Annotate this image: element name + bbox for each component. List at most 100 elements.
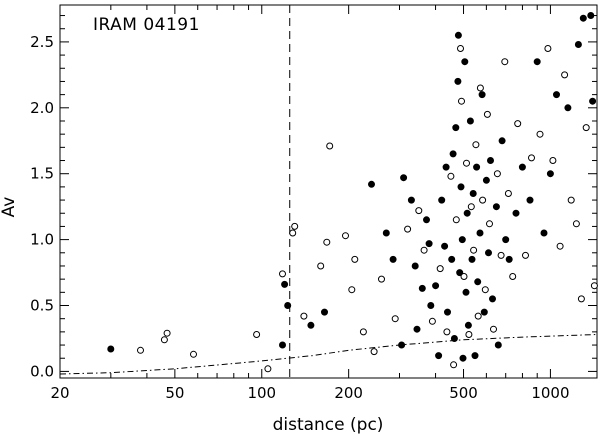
filled-data-point	[398, 341, 406, 349]
open-data-point	[463, 159, 470, 167]
open-data-point	[497, 251, 505, 259]
filled-data-point	[589, 97, 597, 105]
open-data-point	[582, 124, 590, 132]
filled-data-point	[454, 77, 462, 85]
open-data-point	[490, 325, 497, 333]
filled-data-point	[279, 341, 286, 349]
filled-data-point	[473, 163, 481, 171]
x-tick-label: 50	[165, 384, 184, 402]
filled-data-point	[476, 229, 484, 237]
filled-data-point	[485, 249, 492, 257]
filled-data-point	[382, 229, 390, 237]
filled-data-point	[432, 282, 440, 290]
open-data-point	[415, 207, 423, 215]
filled-data-point	[418, 284, 426, 292]
y-tick-label: 1.0	[30, 231, 54, 249]
open-data-point	[264, 365, 272, 373]
filled-data-point	[574, 41, 582, 48]
filled-data-point	[518, 163, 526, 171]
open-data-point	[470, 246, 478, 254]
open-data-point	[137, 346, 144, 354]
open-data-point	[359, 328, 367, 336]
filled-data-point	[471, 352, 479, 360]
open-data-point	[572, 220, 580, 228]
filled-data-point	[107, 345, 115, 353]
open-data-point	[450, 361, 458, 369]
open-data-point	[163, 329, 171, 337]
plot-frame	[59, 4, 598, 379]
y-tick-label: 2.0	[30, 99, 54, 117]
open-data-point	[351, 255, 359, 263]
open-data-point	[452, 216, 460, 224]
open-data-point	[420, 246, 428, 254]
dash-dot-curve	[59, 334, 598, 375]
open-data-point	[300, 312, 308, 320]
open-data-point	[493, 170, 501, 178]
open-data-point	[561, 71, 569, 79]
filled-data-point	[533, 58, 541, 66]
open-data-point	[549, 157, 557, 164]
filled-data-point	[448, 255, 456, 263]
filled-data-point	[459, 354, 467, 362]
open-data-point	[323, 238, 331, 246]
filled-data-point	[564, 104, 572, 112]
y-axis-label: Av	[0, 197, 19, 218]
filled-data-point	[494, 341, 502, 349]
filled-data-point	[482, 176, 490, 184]
x-tick-label: 500	[449, 384, 478, 402]
open-data-point	[342, 232, 349, 240]
open-data-point	[536, 130, 544, 138]
filled-data-point	[449, 150, 457, 158]
open-data-point	[465, 331, 473, 338]
filled-data-point	[469, 190, 477, 197]
filled-data-point	[284, 302, 292, 309]
filled-data-point	[307, 321, 315, 329]
open-data-point	[504, 190, 512, 197]
filled-data-point	[474, 278, 482, 286]
filled-data-point	[456, 269, 464, 277]
filled-data-point	[502, 236, 510, 244]
open-data-point	[378, 275, 385, 283]
filled-data-point	[526, 196, 534, 204]
filled-data-point	[321, 308, 328, 316]
open-data-point	[528, 154, 535, 162]
filled-data-point	[466, 117, 474, 125]
filled-data-point	[368, 180, 375, 188]
filled-data-point	[464, 321, 472, 329]
filled-data-point	[492, 203, 500, 211]
filled-data-point	[442, 163, 450, 171]
filled-data-point	[478, 91, 486, 99]
filled-data-point	[438, 196, 446, 204]
open-data-point	[291, 222, 299, 230]
filled-data-point	[546, 170, 554, 178]
open-data-point	[289, 229, 297, 237]
filled-data-point	[425, 240, 433, 248]
x-tick-label: 1000	[531, 384, 569, 402]
open-data-point	[160, 336, 168, 344]
filled-data-point	[498, 137, 506, 145]
filled-data-point	[457, 183, 465, 191]
filled-data-point	[450, 335, 458, 342]
open-data-point	[458, 97, 465, 105]
filled-data-point	[454, 31, 462, 39]
open-data-point	[436, 265, 444, 273]
open-data-point	[326, 142, 334, 150]
filled-data-point	[389, 255, 397, 263]
filled-data-point	[441, 242, 449, 250]
open-data-point	[279, 270, 286, 278]
y-tick-label: 2.5	[30, 33, 54, 51]
open-data-point	[474, 312, 482, 320]
filled-data-point	[462, 288, 470, 296]
open-data-point	[476, 84, 484, 92]
filled-data-point	[427, 302, 435, 309]
y-tick-label: 1.5	[30, 165, 54, 183]
x-axis-label: distance (pc)	[273, 415, 384, 435]
open-data-point	[253, 331, 261, 338]
x-tick-label: 100	[247, 384, 276, 402]
x-tick-label: 20	[50, 384, 69, 402]
filled-data-point	[435, 352, 443, 360]
reference-lines	[59, 5, 598, 378]
open-data-point	[544, 45, 552, 52]
y-tick-label: 0.5	[30, 297, 54, 315]
